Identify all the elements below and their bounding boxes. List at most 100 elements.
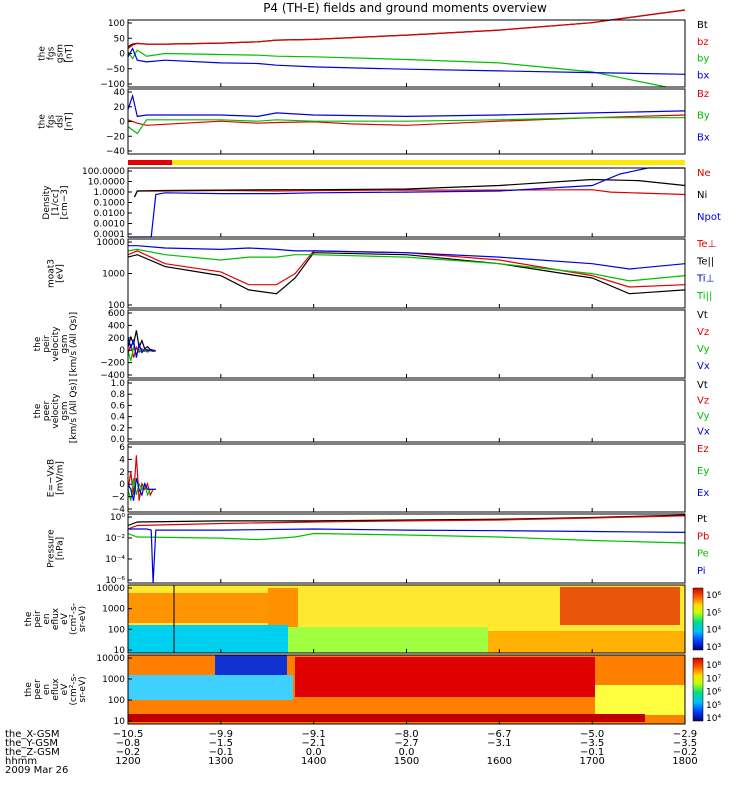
y-axis-label: [nT] (65, 112, 75, 130)
series-line-by (127, 49, 667, 88)
legend-vt: Vt (697, 310, 708, 321)
legend-pe: Pe (697, 549, 709, 560)
y-tick-label: 0.6 (111, 401, 126, 411)
y-tick-label: −40 (106, 147, 125, 157)
x-axis-value: −2.7 (394, 738, 418, 749)
panel-frame-8 (127, 513, 686, 584)
legend-pb: Pb (697, 531, 709, 542)
legend-by: by (697, 54, 709, 65)
y-axis-label: [1/cc] (51, 190, 61, 216)
series-line-pe (127, 532, 686, 544)
y-tick-label: 100 (108, 625, 125, 635)
panel-frame-3 (127, 167, 686, 238)
legend-vz: Vz (697, 396, 709, 407)
legend-bx: Bx (697, 132, 710, 143)
x-axis-value: −9.1 (302, 729, 326, 740)
y-tick-label: −400 (100, 371, 125, 381)
legend-ne: Ne (697, 168, 711, 179)
x-axis-value: 1700 (579, 756, 604, 767)
legend-pt: Pt (697, 514, 707, 525)
y-tick-label: 100 (108, 301, 125, 311)
y-axis-label: the (24, 611, 34, 626)
colorbar-tick-label: 10⁵ (706, 701, 721, 711)
spectrogram-1 (128, 585, 685, 653)
series-line-te (127, 250, 686, 288)
x-axis-value: −8.0 (394, 729, 418, 740)
y-tick-label: 40 (114, 88, 126, 98)
y-tick-label: 10 (114, 646, 126, 656)
x-axis-value: 1600 (487, 756, 512, 767)
y-axis-label: peer (42, 400, 52, 421)
y-axis-label: gsm (56, 44, 66, 63)
y-axis-label: the (38, 46, 48, 61)
legend-ey: Ey (697, 466, 709, 477)
x-axis-value: −3.1 (487, 738, 511, 749)
spectrogram-band (295, 657, 595, 697)
y-tick-label: 600 (108, 309, 125, 319)
y-tick-label: 10.0000 (88, 178, 125, 188)
y-axis-label: [cm−3] (60, 185, 70, 219)
y-tick-label: 0 (119, 480, 125, 490)
legend-bx: bx (697, 70, 709, 81)
series-line-te (127, 252, 686, 295)
colorbar-tick-label: 10⁴ (706, 714, 721, 724)
y-tick-label: 100 (108, 19, 125, 29)
y-tick-label: 1.0000 (94, 188, 126, 198)
legend-bz: Bz (697, 89, 709, 100)
y-tick-label: 0.8 (111, 390, 126, 400)
series-line-pb (127, 515, 686, 530)
y-axis-label: gsm (60, 401, 70, 420)
spectrogram-band (595, 685, 685, 715)
legend-bt: Bt (697, 20, 708, 31)
spectrogram-2 (128, 655, 685, 724)
chart-title: P4 (TH-E) fields and ground moments over… (263, 1, 547, 15)
legend-te: Te⊥ (696, 239, 716, 250)
spectrogram-band (128, 593, 268, 623)
y-axis-label: dsl (56, 115, 66, 128)
y-axis-label: gsm (60, 334, 70, 353)
y-axis-label: en (42, 613, 52, 624)
quality-flag-bar (128, 160, 685, 165)
colorbar-tick-label: 10⁸ (706, 661, 721, 671)
x-axis-row-label: the_Y-GSM (5, 738, 58, 749)
legend-vx: Vx (697, 361, 710, 372)
y-tick-label: 6 (119, 443, 125, 453)
y-axis-label: peir (33, 610, 43, 628)
x-axis-value: −0.1 (209, 747, 233, 758)
y-axis-label: sr-eV) (78, 606, 88, 632)
series-line-bx (127, 47, 686, 75)
y-axis-label: [nT] (65, 44, 75, 62)
x-axis-value: −9.9 (209, 729, 233, 740)
x-axis-value: 1300 (208, 756, 233, 767)
y-tick-label: 0.0 (111, 435, 126, 445)
spectrogram-band (288, 627, 488, 653)
legend-ni: Ni (697, 190, 707, 201)
y-axis-label: [eV] (56, 264, 66, 283)
y-tick-label: −200 (100, 359, 125, 369)
spectrogram-band (560, 587, 680, 625)
y-axis-label: peer (33, 679, 43, 700)
colorbar-tick-label: 10³ (706, 643, 721, 653)
y-axis-label: Density (42, 185, 52, 220)
y-tick-label: 50 (114, 34, 126, 44)
spectrogram-band (488, 631, 685, 653)
panel-frame-6 (127, 379, 686, 443)
x-axis-value: 0.0 (399, 747, 415, 758)
x-axis-value: −10.5 (113, 729, 144, 740)
y-tick-label: 0.1000 (94, 199, 126, 209)
colorbar-1 (692, 587, 704, 651)
legend-by: By (697, 111, 710, 122)
x-axis-value: −0.1 (580, 747, 604, 758)
spectrogram-band (128, 625, 288, 653)
legend-vt: Vt (697, 380, 708, 391)
x-axis-value: −0.2 (116, 747, 140, 758)
y-axis-label: peir (42, 335, 52, 353)
y-axis-label: sr-eV) (78, 676, 88, 702)
x-axis-value: −0.8 (116, 738, 140, 749)
y-tick-label: 100.0000 (82, 167, 125, 177)
date-label: 2009 Mar 26 (5, 765, 68, 776)
y-tick-label: 10⁻⁶ (105, 576, 125, 586)
y-tick-label: 10000 (96, 584, 125, 594)
y-axis-label: moat3 (47, 259, 57, 288)
y-axis-label: [nPa] (56, 537, 66, 560)
